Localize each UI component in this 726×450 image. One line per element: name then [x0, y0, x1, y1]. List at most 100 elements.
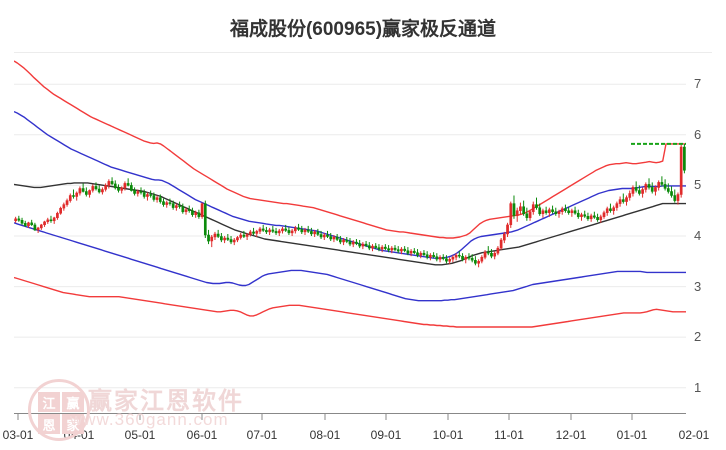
candle-body	[570, 210, 574, 213]
candle-body	[390, 247, 394, 251]
candle-body	[117, 187, 120, 191]
candle-body	[596, 217, 599, 221]
candle-body	[178, 205, 181, 207]
candle-body	[187, 209, 191, 211]
candle-body	[149, 194, 153, 196]
candle-body	[232, 239, 236, 243]
candle-body	[165, 202, 169, 205]
band-line-outer-lower-band	[14, 276, 686, 328]
candle-body	[39, 224, 43, 229]
candle-body	[46, 219, 50, 223]
candle-body	[268, 229, 271, 233]
candle-body	[220, 236, 223, 241]
candle-body	[470, 257, 474, 261]
candle-body	[396, 249, 400, 252]
x-axis-label: 10-01	[432, 428, 464, 442]
candle-body	[284, 228, 288, 231]
candle-body	[313, 231, 316, 235]
candle-body	[409, 250, 413, 254]
candle-body	[403, 248, 407, 251]
candle-body	[509, 203, 513, 226]
x-axis-label: 03-01	[2, 428, 34, 442]
candle-body	[528, 211, 532, 219]
candle-body	[541, 210, 545, 214]
candle-body	[265, 230, 268, 233]
candle-body	[387, 248, 390, 251]
candle-body	[139, 191, 143, 193]
candle-body	[75, 192, 79, 197]
seal-char-4: 家	[62, 414, 84, 434]
candle-body	[548, 209, 551, 213]
candle-body	[425, 254, 429, 258]
candle-body	[406, 250, 410, 254]
y-axis-label: 5	[694, 177, 702, 193]
candle-body	[557, 211, 561, 214]
candle-body	[493, 252, 497, 257]
candle-body	[210, 236, 214, 242]
candle-body	[650, 187, 654, 192]
candle-body	[358, 243, 361, 247]
candle-body	[329, 236, 333, 240]
candle-body	[364, 243, 368, 246]
candle-body	[554, 211, 558, 214]
candle-body	[657, 182, 661, 188]
candle-body	[155, 197, 159, 200]
candle-body	[506, 224, 509, 235]
candle-body	[255, 231, 259, 234]
candle-body	[339, 239, 342, 243]
candle-body	[486, 251, 490, 254]
candle-body	[43, 221, 46, 226]
candle-body	[419, 252, 423, 256]
candle-body	[171, 203, 175, 208]
candle-body	[107, 181, 111, 186]
candle-body	[68, 195, 72, 201]
candle-body	[416, 252, 419, 256]
candle-body	[461, 255, 464, 260]
candle-body	[474, 260, 477, 264]
candle-body	[560, 208, 564, 212]
seal-char-3: 恩	[38, 414, 60, 434]
candle-body	[576, 212, 580, 217]
candle-body	[535, 204, 538, 208]
candle-body	[374, 245, 378, 248]
candle-body	[271, 229, 275, 232]
candle-body	[602, 212, 606, 217]
candle-body	[203, 203, 207, 236]
candle-body	[258, 228, 262, 232]
y-axis-label: 7	[694, 76, 702, 92]
candle-body	[384, 246, 387, 249]
candle-body	[56, 212, 59, 219]
candle-body	[348, 241, 352, 245]
candle-body	[538, 207, 542, 215]
candle-body	[351, 241, 355, 245]
candle-body	[310, 231, 313, 235]
candle-body	[216, 233, 220, 237]
candle-body	[123, 183, 127, 189]
x-axis-label: 11-01	[494, 428, 524, 442]
candle-body	[303, 229, 307, 233]
candle-body	[239, 234, 243, 238]
candle-body	[130, 185, 133, 191]
candle-body	[120, 187, 124, 191]
candle-body	[621, 199, 625, 202]
candle-body	[252, 231, 255, 234]
watermark-brand: 赢家江恩软件	[88, 388, 244, 415]
candle-body	[618, 199, 622, 204]
candle-body	[65, 200, 69, 205]
candle-body	[158, 197, 162, 202]
chart-plot-area	[14, 60, 686, 420]
candle-body	[168, 202, 172, 204]
candle-body	[332, 236, 336, 240]
y-axis-label: 2	[694, 329, 702, 345]
candle-body	[342, 239, 345, 243]
candle-body	[78, 188, 82, 194]
x-axis-label: 02-01	[678, 428, 710, 442]
candle-body	[242, 234, 246, 237]
x-axis-label: 12-01	[555, 428, 587, 442]
candle-body	[519, 206, 522, 211]
candle-body	[634, 187, 638, 191]
candle-body	[110, 181, 114, 185]
candle-body	[274, 231, 278, 234]
candle-body	[345, 239, 349, 242]
candle-body	[316, 231, 320, 235]
